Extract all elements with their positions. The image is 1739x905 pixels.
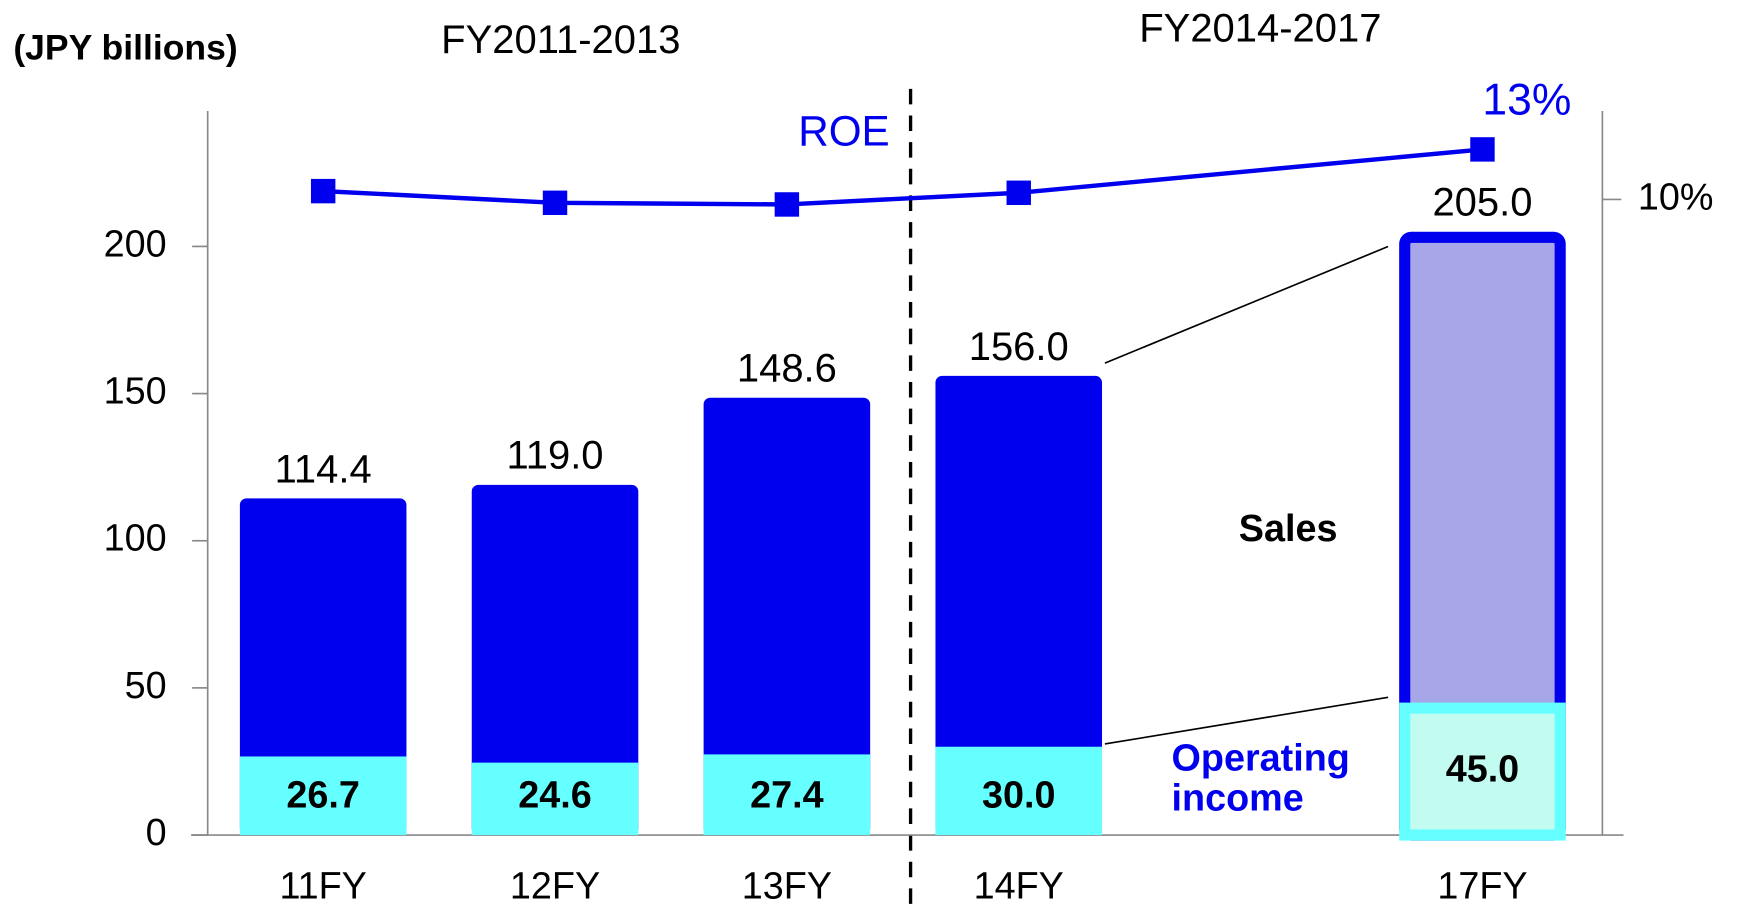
value-label: 26.7: [286, 773, 359, 815]
line-marker: [774, 192, 800, 217]
y-tick-label: 100: [104, 517, 167, 559]
bar: [703, 397, 871, 836]
unit-label: (JPY billions): [13, 27, 237, 67]
series-annotation: Sales: [1239, 507, 1338, 549]
bar: [703, 754, 871, 836]
x-tick-label: 17FY: [1437, 864, 1527, 905]
value-label: 30.0: [982, 773, 1055, 815]
value-label: 148.6: [737, 347, 837, 391]
x-tick-label: 14FY: [974, 864, 1064, 905]
value-label: 114.4: [275, 447, 372, 491]
plot: 0 50 100 150 200 10% 11FY 12FY 13FY 14FY 17FY 114.4…: [104, 76, 1714, 905]
bar: [239, 498, 407, 836]
line-marker: [542, 190, 568, 216]
period-label: FY2014-2017: [1139, 7, 1381, 51]
y2-tick-label: 10%: [1638, 175, 1714, 217]
bar: [471, 484, 639, 836]
leader-line: [1104, 696, 1389, 745]
line-marker: [1006, 180, 1031, 205]
y-tick-label: 200: [104, 222, 167, 264]
value-label: 45.0: [1446, 748, 1519, 790]
leader-line: [1104, 245, 1389, 364]
value-label: 205.0: [1432, 181, 1532, 225]
bar: [1399, 702, 1566, 841]
value-label: 24.6: [518, 773, 591, 815]
series-annotation: ROE: [798, 108, 889, 155]
series-annotation-box: Operating income: [1171, 739, 1350, 820]
value-label: 119.0: [506, 434, 603, 478]
series-annotation: Operating income: [1171, 739, 1350, 820]
y-tick-label: 0: [146, 811, 167, 853]
y-tick-label: 50: [125, 664, 167, 706]
line: [323, 147, 1483, 207]
period-label: FY2011-2013: [441, 18, 680, 62]
line-marker: [310, 178, 336, 204]
value-label: 27.4: [750, 773, 823, 815]
bar: [239, 756, 407, 836]
bar: [935, 375, 1103, 836]
value-label: 13%: [1482, 76, 1571, 125]
bar: [471, 762, 639, 836]
x-tick-label: 11FY: [279, 864, 366, 905]
y-tick-label: 150: [104, 370, 167, 412]
line-marker: [1470, 137, 1495, 162]
bar: [935, 746, 1103, 836]
x-tick-label: 13FY: [742, 864, 832, 905]
x-tick-label: 12FY: [510, 864, 600, 905]
value-label: 156.0: [969, 325, 1069, 369]
